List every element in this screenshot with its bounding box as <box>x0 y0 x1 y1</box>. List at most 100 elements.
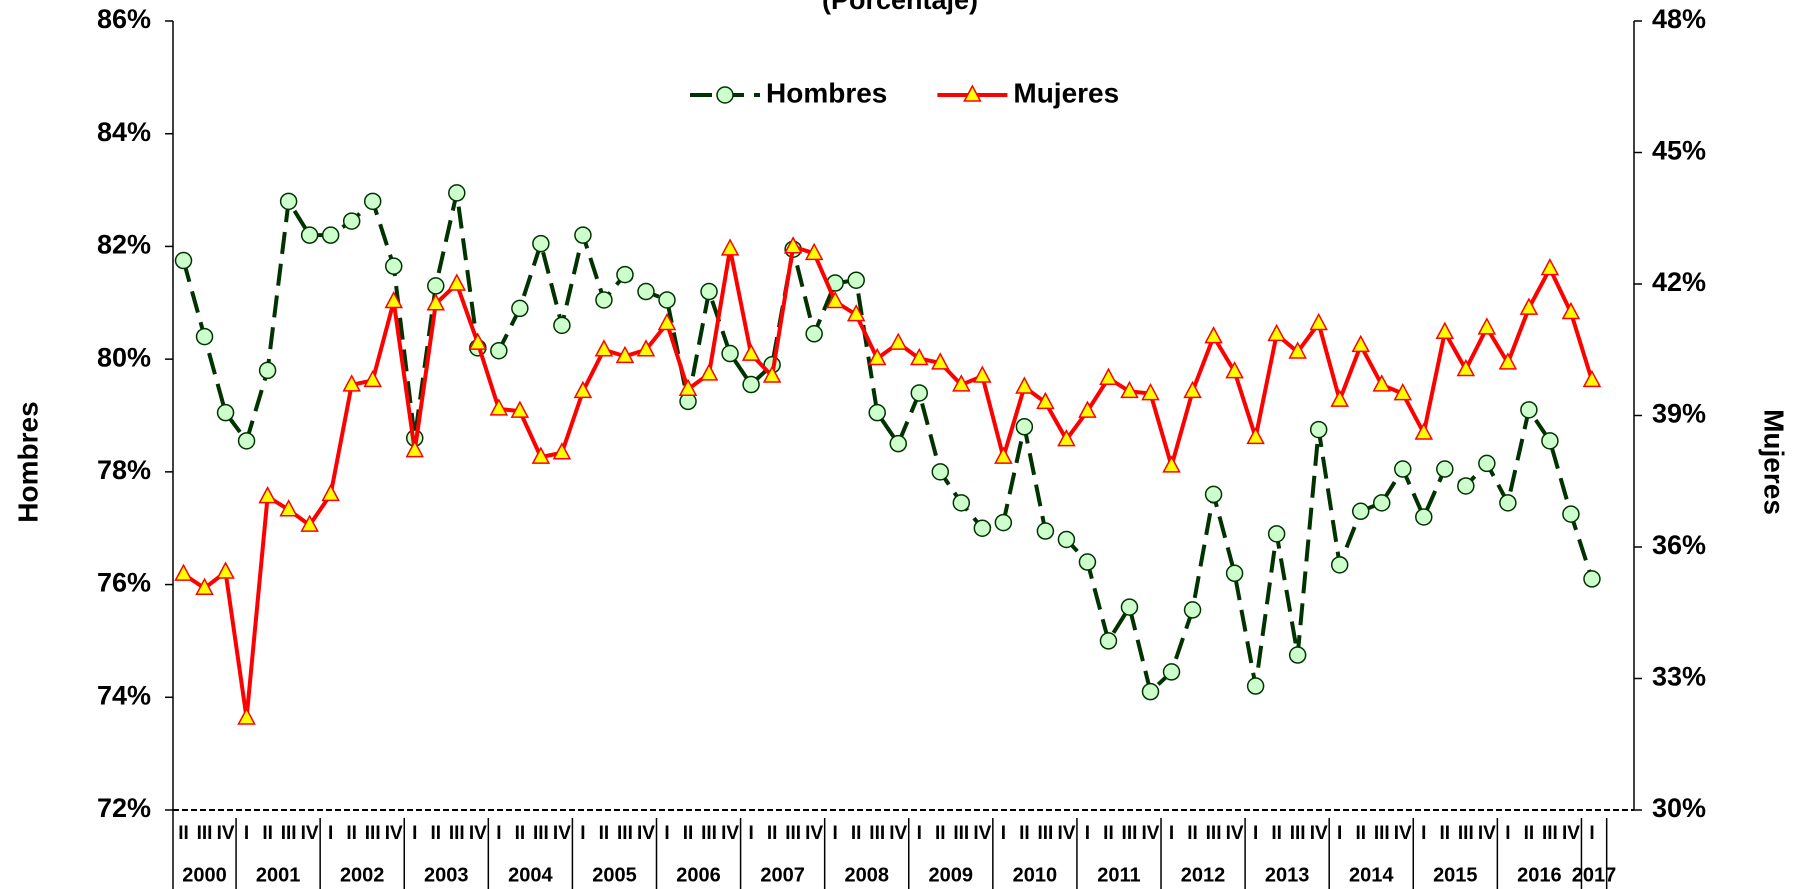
x-tick-label: I <box>1589 823 1594 844</box>
point <box>1162 455 1181 473</box>
point <box>1078 400 1097 418</box>
point <box>1540 258 1560 276</box>
x-tick-label: II <box>515 823 526 844</box>
y-tick-label: 78% <box>97 455 151 485</box>
point <box>1562 505 1580 523</box>
x-tick-label: IV <box>469 823 487 844</box>
x-tick-label: IV <box>805 823 823 844</box>
point <box>363 369 382 388</box>
point <box>1267 525 1286 543</box>
x-tick-label: III <box>365 823 381 844</box>
point <box>1415 508 1433 526</box>
point <box>447 273 467 291</box>
point <box>1015 376 1034 394</box>
point <box>279 499 298 517</box>
y2-tick-label: 39% <box>1652 399 1706 429</box>
point <box>384 290 403 309</box>
point <box>1477 317 1497 335</box>
legend-marker <box>963 84 982 102</box>
y-tick-label: 74% <box>97 680 151 710</box>
x-tick-label: II <box>935 823 946 844</box>
legend-label: Hombres <box>766 77 887 108</box>
point <box>868 403 886 422</box>
point <box>1457 477 1475 495</box>
point <box>531 446 551 464</box>
point <box>994 446 1013 464</box>
point <box>721 344 739 363</box>
point <box>195 577 214 595</box>
x-group-label: 2003 <box>424 864 469 886</box>
point <box>1267 323 1286 342</box>
x-group-label: 2012 <box>1181 864 1226 886</box>
point <box>994 513 1013 532</box>
point <box>742 375 760 394</box>
x-tick-label: IV <box>973 823 991 844</box>
point <box>1330 556 1349 574</box>
y-axis-label: Hombres <box>12 401 43 522</box>
point <box>1288 341 1307 359</box>
point <box>804 242 824 261</box>
x-group-label: 2009 <box>929 864 974 886</box>
point <box>594 339 614 357</box>
point <box>553 316 571 335</box>
point <box>216 403 235 422</box>
point <box>258 361 277 380</box>
point <box>847 271 865 289</box>
x-tick-label: IV <box>889 823 907 844</box>
x-tick-label: III <box>1206 823 1222 844</box>
point <box>1036 522 1055 540</box>
x-tick-label: I <box>580 823 585 844</box>
x-tick-label: IV <box>637 823 655 844</box>
x-group-label: 2005 <box>592 864 637 886</box>
point <box>931 352 950 370</box>
x-tick-label: III <box>953 823 969 844</box>
x-tick-label: II <box>683 823 694 844</box>
x-tick-label: III <box>1290 823 1306 844</box>
x-tick-label: III <box>1458 823 1474 844</box>
point <box>1520 401 1538 419</box>
x-group-label: 2010 <box>1013 864 1058 886</box>
x-tick-label: II <box>1440 823 1451 844</box>
point <box>1141 682 1160 701</box>
x-group-label: 2016 <box>1517 864 1562 886</box>
point <box>1162 663 1181 681</box>
point <box>1498 352 1518 370</box>
point <box>1351 502 1370 521</box>
x-group-label: 2002 <box>340 864 385 886</box>
x-tick-label: I <box>1169 823 1174 844</box>
x-group-label: 2015 <box>1433 864 1478 886</box>
x-tick-label: III <box>533 823 549 844</box>
line <box>182 244 1594 720</box>
x-tick-label: I <box>496 823 501 844</box>
point <box>973 365 992 383</box>
x-tick-label: IV <box>1478 823 1496 844</box>
x-group-label: 2004 <box>508 864 553 886</box>
point <box>615 345 635 364</box>
x-tick-label: III <box>197 823 213 844</box>
x-tick-label: I <box>1337 823 1342 844</box>
x-group-label: 2006 <box>676 864 721 886</box>
x-tick-label: II <box>767 823 778 844</box>
legend-marker <box>716 86 734 104</box>
point <box>300 514 319 532</box>
x-tick-label: II <box>1187 823 1198 844</box>
x-tick-label: IV <box>1057 823 1075 844</box>
point <box>1036 391 1055 410</box>
x-group-label: 2011 <box>1097 864 1140 886</box>
x-tick-label: II <box>1019 823 1030 844</box>
point <box>805 325 823 343</box>
y2-tick-label: 36% <box>1652 530 1706 560</box>
point <box>321 226 340 244</box>
point <box>952 374 971 392</box>
x-tick-label: IV <box>553 823 571 844</box>
point <box>1582 369 1602 388</box>
point <box>574 226 592 244</box>
point <box>1309 420 1328 439</box>
point <box>363 192 382 211</box>
point <box>888 332 908 350</box>
point <box>342 374 361 392</box>
x-tick-label: II <box>430 823 441 844</box>
point <box>1099 367 1118 385</box>
point <box>1478 454 1496 473</box>
point <box>511 299 529 318</box>
